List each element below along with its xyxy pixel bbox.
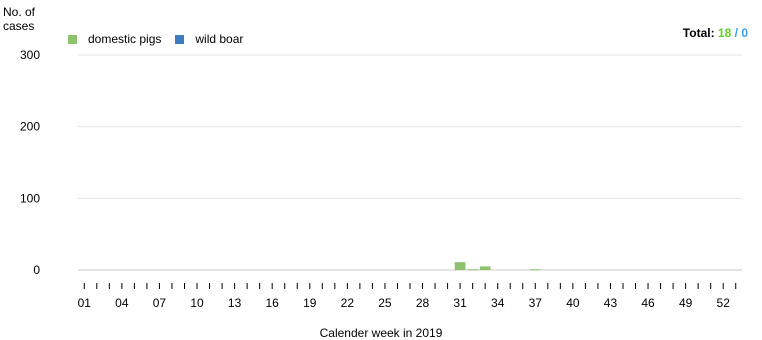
y-tick-label-200: 200 bbox=[20, 120, 40, 134]
x-tick-label-49: 49 bbox=[679, 296, 693, 310]
x-tick-label-34: 34 bbox=[491, 296, 505, 310]
x-tick-label-25: 25 bbox=[378, 296, 392, 310]
bar-domestic-pigs-week-32 bbox=[467, 269, 478, 270]
x-tick-label-01: 01 bbox=[78, 296, 92, 310]
x-tick-label-04: 04 bbox=[115, 296, 129, 310]
x-tick-label-43: 43 bbox=[604, 296, 618, 310]
x-tick-label-52: 52 bbox=[717, 296, 731, 310]
x-tick-label-37: 37 bbox=[529, 296, 543, 310]
x-tick-label-22: 22 bbox=[341, 296, 355, 310]
x-tick-label-07: 07 bbox=[153, 296, 167, 310]
y-tick-label-300: 300 bbox=[20, 48, 40, 62]
y-tick-label-0: 0 bbox=[33, 263, 40, 277]
bar-domestic-pigs-week-31 bbox=[455, 262, 466, 270]
bar-domestic-pigs-week-37 bbox=[530, 269, 541, 270]
x-tick-label-28: 28 bbox=[416, 296, 430, 310]
x-tick-label-10: 10 bbox=[190, 296, 204, 310]
bar-domestic-pigs-week-33 bbox=[480, 266, 491, 270]
y-tick-label-100: 100 bbox=[20, 191, 40, 205]
x-tick-label-31: 31 bbox=[453, 296, 467, 310]
x-axis-title: Calender week in 2019 bbox=[0, 326, 762, 340]
x-tick-label-40: 40 bbox=[566, 296, 580, 310]
x-tick-label-46: 46 bbox=[641, 296, 655, 310]
x-tick-label-13: 13 bbox=[228, 296, 242, 310]
x-tick-label-19: 19 bbox=[303, 296, 317, 310]
x-tick-label-16: 16 bbox=[266, 296, 280, 310]
